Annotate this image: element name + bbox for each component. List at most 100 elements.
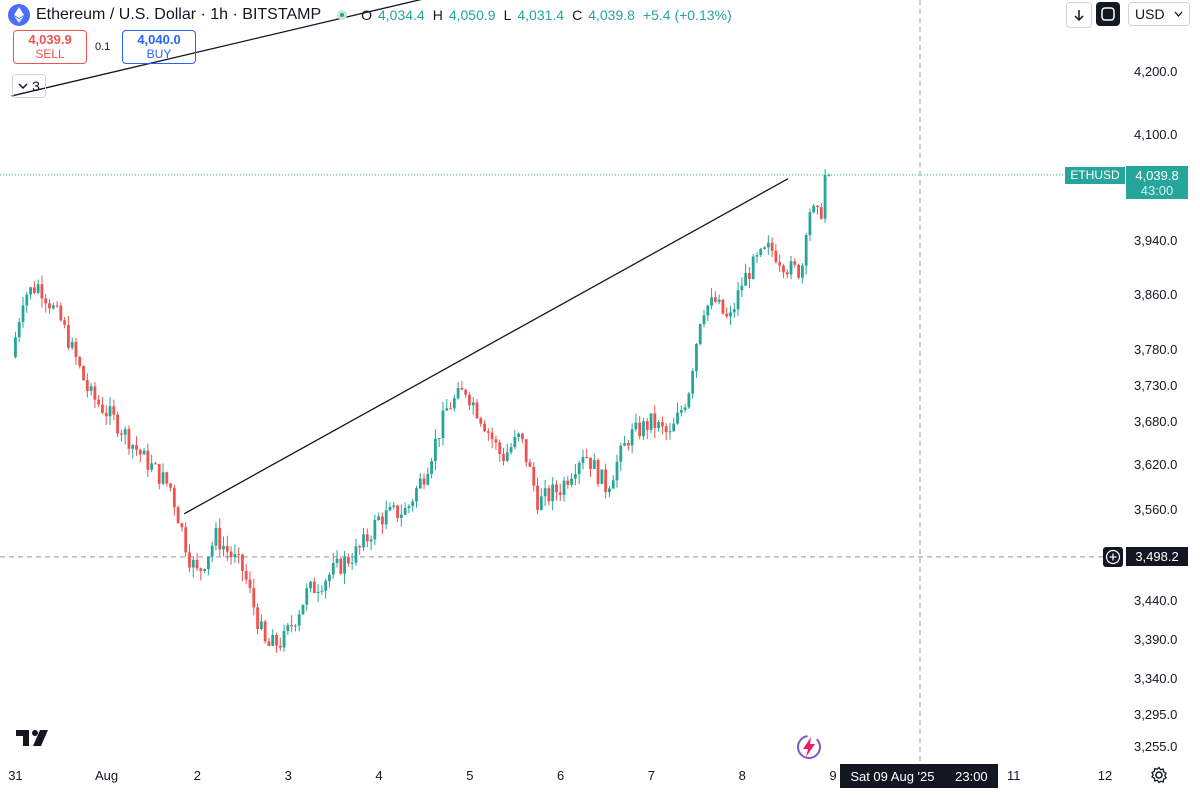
crosshair-date: Sat 09 Aug '25 <box>850 768 935 784</box>
candle-body <box>384 510 388 525</box>
time-axis-tick: 8 <box>738 768 746 783</box>
candle-body <box>78 357 82 367</box>
candle-body <box>369 539 373 542</box>
time-axis-tick: 7 <box>647 768 656 783</box>
candle-body <box>354 546 358 563</box>
ohlc-values: O 4,034.4 H 4,050.9 L 4,031.4 C 4,039.8 +5.4… <box>361 7 734 23</box>
candle-body <box>165 472 169 484</box>
candle-body <box>256 607 259 629</box>
candle-body <box>373 520 377 540</box>
time-axis-tick: 12 <box>1097 768 1113 783</box>
candle-body <box>312 581 316 593</box>
candle-body <box>101 404 104 413</box>
candle-body <box>275 634 278 646</box>
candle-body <box>131 445 135 449</box>
price-axis-tick: 3,255.0 <box>1134 739 1178 754</box>
candle-body <box>119 433 123 435</box>
candle-body <box>452 398 456 409</box>
buy-label: BUY <box>146 47 172 61</box>
tradingview-logo-icon[interactable] <box>16 728 50 753</box>
candle-body <box>823 174 827 219</box>
crosshair-time: 23:00 <box>955 768 988 784</box>
candle-body <box>687 393 691 408</box>
candle-body <box>195 559 199 569</box>
candle-body <box>25 294 29 306</box>
candle-body <box>717 299 721 302</box>
sell-button[interactable]: 4,039.9 SELL <box>13 30 87 64</box>
candle-body <box>328 574 331 581</box>
candle-body <box>21 305 25 323</box>
candle-body <box>184 527 188 553</box>
candle-body <box>774 250 778 263</box>
add-alert-button[interactable] <box>1103 547 1123 567</box>
candle-body <box>589 457 592 469</box>
candle-body <box>600 469 604 484</box>
candle-body <box>305 588 309 605</box>
candle-body <box>517 433 521 437</box>
screenshot-button[interactable] <box>1096 2 1120 26</box>
candle-body <box>59 305 63 321</box>
candle-body <box>335 558 339 564</box>
candle-body <box>740 285 744 291</box>
candle-body <box>449 408 452 410</box>
candle-body <box>759 248 763 256</box>
candle-body <box>649 413 653 430</box>
bolt-icon[interactable] <box>794 733 824 766</box>
last-price-value: 4,039.8 <box>1135 168 1179 183</box>
time-axis-tick: 31 <box>8 768 23 783</box>
candle-body <box>210 545 214 557</box>
time-axis-tick: 9 <box>829 768 837 783</box>
candle-body <box>267 641 271 646</box>
status-dot-icon <box>337 10 348 20</box>
candle-body <box>691 371 695 394</box>
gear-icon[interactable] <box>1150 766 1168 789</box>
candle-body <box>789 261 793 275</box>
candle-body <box>505 452 509 461</box>
sell-label: SELL <box>35 47 65 61</box>
candle-body <box>32 287 36 293</box>
candle-body <box>218 527 222 550</box>
candle-body <box>475 402 479 419</box>
chart-header: Ethereum / U.S. Dollar · 1h · BITSTAMP O… <box>8 3 734 27</box>
symbol-title[interactable]: Ethereum / U.S. Dollar · 1h · BITSTAMP <box>36 6 322 23</box>
candle-body <box>710 297 713 306</box>
currency-select[interactable]: USD <box>1128 2 1190 26</box>
price-axis-tick: 3,680.0 <box>1134 414 1178 429</box>
candle-body <box>116 414 119 434</box>
price-axis-tick: 3,730.0 <box>1134 378 1178 393</box>
candle-body <box>403 508 407 515</box>
buy-button[interactable]: 4,040.0 BUY <box>122 30 196 64</box>
price-axis-tick: 3,780.0 <box>1134 342 1178 357</box>
candle-body <box>324 580 328 591</box>
price-axis-tick: 4,200.0 <box>1134 64 1178 79</box>
time-axis-tick: Aug <box>95 768 119 783</box>
candle-body <box>172 487 176 508</box>
time-axis-tick: 2 <box>193 768 202 783</box>
time-axis-tick: 6 <box>557 768 565 783</box>
price-axis-tick: 3,620.0 <box>1134 457 1178 472</box>
candle-body <box>388 506 392 511</box>
candle-body <box>581 457 585 463</box>
candle-body <box>339 558 343 574</box>
candle-body <box>464 389 468 395</box>
candle-body <box>608 488 611 492</box>
candle-body <box>51 305 55 309</box>
price-axis-tick: 3,295.0 <box>1134 707 1178 722</box>
candle-body <box>528 462 532 467</box>
candle-body <box>411 501 415 507</box>
candle-body <box>445 408 449 411</box>
trendline <box>11 0 422 97</box>
candle-body <box>585 457 589 459</box>
ohlc-change: +5.4 (+0.13%) <box>642 7 732 23</box>
ohlc-close-key: C <box>572 7 583 23</box>
candle-body <box>808 212 812 236</box>
candle-body <box>433 438 437 462</box>
bar-countdown: 43:00 <box>1140 183 1174 198</box>
candle-body <box>763 247 766 249</box>
candle-body <box>623 443 626 446</box>
arrow-down-button[interactable] <box>1066 2 1092 28</box>
candle-body <box>676 412 679 424</box>
candle-body <box>82 366 85 381</box>
indicators-collapse-button[interactable]: 3 <box>12 74 46 98</box>
